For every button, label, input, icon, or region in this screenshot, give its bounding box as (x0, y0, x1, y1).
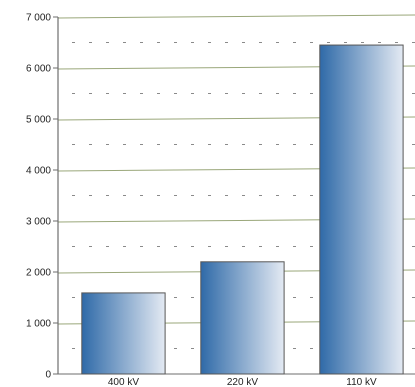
bar (81, 292, 166, 375)
y-tick-label: 3 000 (26, 217, 51, 228)
y-tick-label: 6 000 (26, 64, 51, 75)
x-axis-ticks: 400 kV 220 kV 110 kV (108, 377, 377, 387)
x-tick-label: 110 kV (346, 377, 377, 387)
y-tick-label: 4 000 (26, 166, 51, 177)
y-axis-ticks: 0 1 000 2 000 3 000 4 000 5 000 6 000 7 000 (26, 13, 58, 381)
bars (81, 44, 404, 375)
bar (200, 261, 285, 375)
x-tick-label: 220 kV (227, 377, 258, 387)
bar (319, 44, 404, 375)
major-gridline (57, 14, 415, 19)
y-tick-label: 2 000 (26, 268, 51, 279)
y-tick-label: 5 000 (26, 115, 51, 126)
x-tick-label: 400 kV (108, 377, 139, 387)
y-tick-label: 7 000 (26, 13, 51, 24)
y-tick-label: 0 (45, 370, 51, 381)
y-tick-label: 1 000 (26, 319, 51, 330)
